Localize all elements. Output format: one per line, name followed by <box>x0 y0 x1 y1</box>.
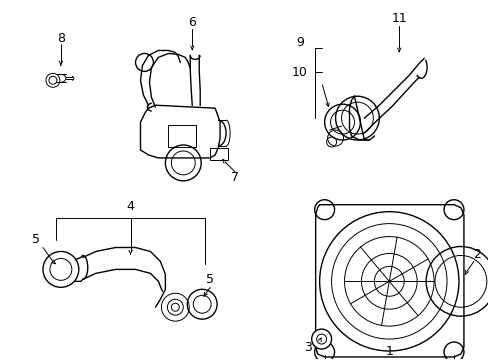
Bar <box>210 148 227 160</box>
Text: 6: 6 <box>188 16 196 29</box>
Circle shape <box>311 329 331 349</box>
Text: 2: 2 <box>472 248 480 261</box>
Text: 5: 5 <box>206 273 214 286</box>
Text: 9: 9 <box>295 36 303 49</box>
Bar <box>168 125 196 147</box>
Text: 8: 8 <box>57 32 65 45</box>
Text: 4: 4 <box>126 200 134 213</box>
Text: 1: 1 <box>385 345 392 357</box>
Text: 3: 3 <box>303 341 311 354</box>
Text: 5: 5 <box>32 233 40 246</box>
Text: 11: 11 <box>390 12 407 25</box>
Text: 7: 7 <box>230 171 239 184</box>
Text: 10: 10 <box>291 66 307 79</box>
